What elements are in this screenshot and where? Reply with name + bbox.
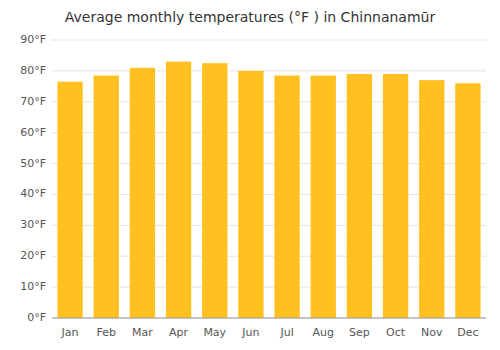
bar [274,76,299,318]
chart-container: 0°F 10°F 20°F 30°F 40°F 50°F 60°F 70°F 80°F 90°F J… [0,0,500,350]
bars [57,62,480,318]
bar [455,83,480,318]
bar [166,62,191,318]
x-tick-label: Dec [457,326,478,339]
bar [238,71,263,318]
x-tick-label: Feb [97,326,116,339]
bar [347,74,372,318]
bar [57,82,82,318]
x-axis-line [52,318,486,319]
x-tick-label: Mar [132,326,153,339]
grid-line [52,70,486,71]
x-tick-label: Jul [279,326,293,339]
x-tick-label: Jan [61,326,79,339]
y-axis: 0°F 10°F 20°F 30°F 40°F 50°F 60°F 70°F 80°F 90°F [20,33,46,324]
y-grid [52,40,486,318]
x-tick-label: Sep [349,326,370,339]
y-tick-label: 70°F [20,95,46,108]
bar [383,74,408,318]
x-tick-label: Apr [169,326,189,339]
y-tick-label: 60°F [20,126,46,139]
x-tick-label: Jun [241,326,259,339]
bar [419,80,444,318]
y-tick-label: 50°F [20,157,46,170]
bar [94,76,119,318]
y-tick-label: 0°F [27,311,46,324]
chart-title: Average monthly temperatures (°F ) in Ch… [65,9,436,25]
bar [130,68,155,318]
y-tick-label: 90°F [20,33,46,46]
chart-svg: 0°F 10°F 20°F 30°F 40°F 50°F 60°F 70°F 80°F 90°F J… [0,0,500,350]
x-tick-label: Nov [421,326,443,339]
x-tick-label: May [203,326,226,339]
y-tick-label: 10°F [20,280,46,293]
grid-line [52,40,486,41]
y-tick-label: 20°F [20,249,46,262]
grid-line [52,318,486,319]
y-tick-label: 80°F [20,64,46,77]
bar [311,76,336,318]
x-tick-label: Oct [386,326,406,339]
x-tick-label: Aug [313,326,334,339]
bar [202,63,227,318]
y-tick-label: 30°F [20,218,46,231]
y-tick-label: 40°F [20,187,46,200]
x-axis: Jan Feb Mar Apr May Jun Jul Aug Sep Oct Nov Dec [52,318,486,339]
